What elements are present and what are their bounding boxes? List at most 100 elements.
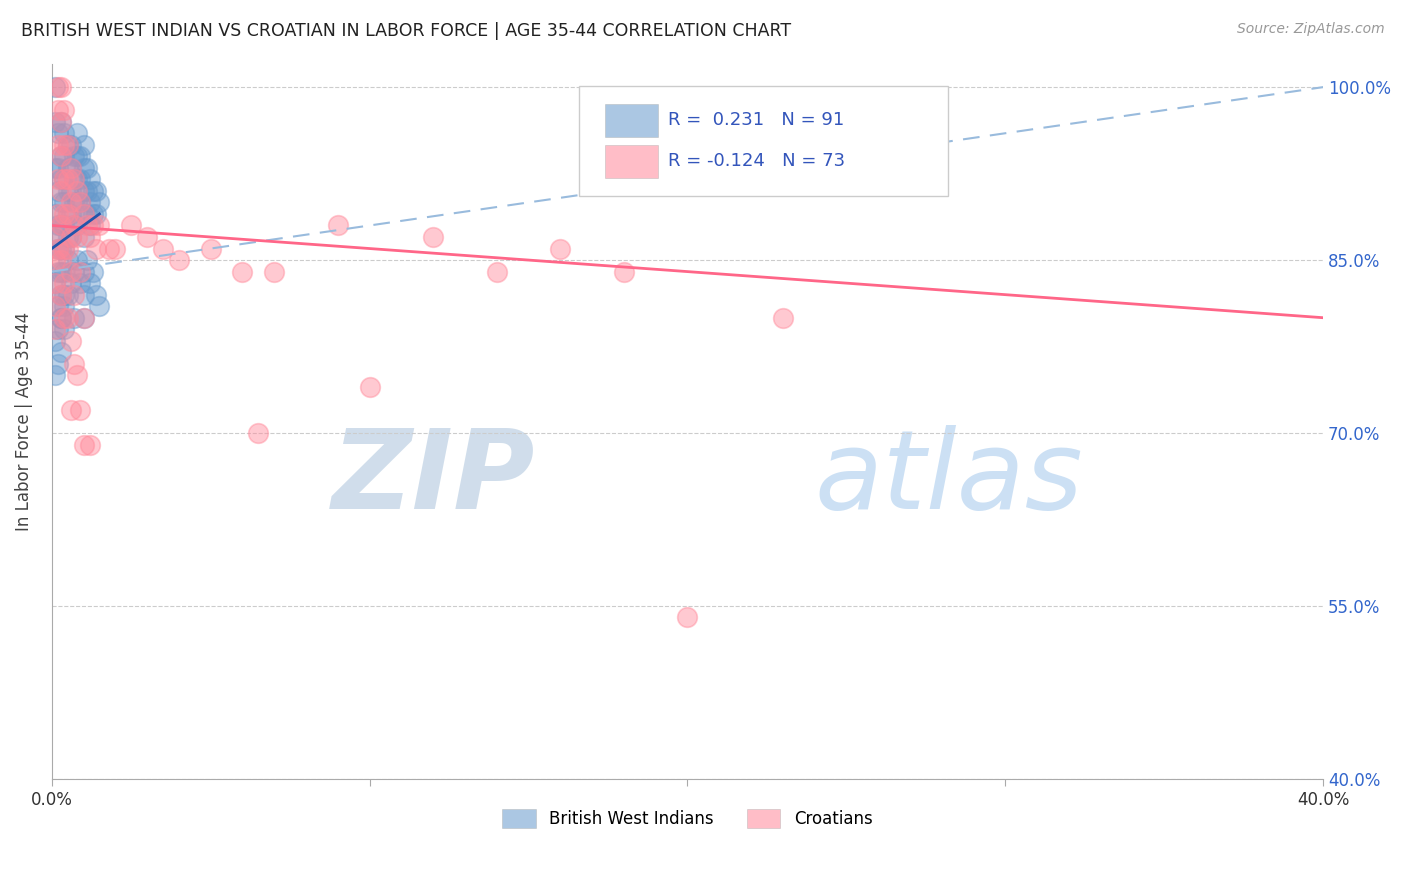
Point xyxy=(63,264,86,278)
Point xyxy=(63,287,86,301)
Point xyxy=(136,230,159,244)
Point xyxy=(56,184,79,198)
Point xyxy=(51,310,73,325)
Point xyxy=(46,103,69,118)
Point xyxy=(46,242,69,256)
Point xyxy=(51,253,73,268)
Point xyxy=(72,137,94,152)
Point xyxy=(772,310,794,325)
Point xyxy=(56,310,79,325)
FancyBboxPatch shape xyxy=(605,104,658,137)
Point xyxy=(263,264,285,278)
Point xyxy=(51,219,73,233)
Point xyxy=(82,264,104,278)
Point xyxy=(46,126,69,140)
Point xyxy=(69,149,91,163)
Point xyxy=(97,242,120,256)
Point xyxy=(69,195,91,210)
Text: Source: ZipAtlas.com: Source: ZipAtlas.com xyxy=(1237,22,1385,37)
Point xyxy=(72,161,94,175)
Point xyxy=(53,299,76,313)
Point xyxy=(53,149,76,163)
Point xyxy=(120,219,142,233)
Point xyxy=(152,242,174,256)
Point xyxy=(69,195,91,210)
Point xyxy=(63,172,86,186)
Point xyxy=(72,207,94,221)
Point xyxy=(53,172,76,186)
Legend: British West Indians, Croatians: British West Indians, Croatians xyxy=(496,802,879,835)
Point xyxy=(51,287,73,301)
Point xyxy=(53,264,76,278)
Point xyxy=(72,287,94,301)
Point xyxy=(550,242,572,256)
Point xyxy=(44,322,66,336)
Point xyxy=(59,276,82,290)
Point xyxy=(59,207,82,221)
Point xyxy=(72,310,94,325)
Point xyxy=(51,195,73,210)
Point xyxy=(53,242,76,256)
Point xyxy=(63,357,86,371)
Point xyxy=(44,276,66,290)
Point xyxy=(46,80,69,95)
Point xyxy=(326,219,349,233)
Point xyxy=(44,368,66,383)
Point xyxy=(76,161,98,175)
Point xyxy=(63,172,86,186)
Point xyxy=(44,161,66,175)
Point xyxy=(69,276,91,290)
Point xyxy=(72,230,94,244)
Point xyxy=(46,137,69,152)
Point xyxy=(359,380,381,394)
Text: ZIP: ZIP xyxy=(332,425,534,533)
Point xyxy=(53,310,76,325)
Point xyxy=(44,207,66,221)
Point xyxy=(63,219,86,233)
Point xyxy=(89,299,111,313)
Point xyxy=(79,437,101,451)
Point xyxy=(59,161,82,175)
Point xyxy=(676,610,699,624)
Point xyxy=(44,114,66,128)
Point xyxy=(53,103,76,118)
Point xyxy=(56,242,79,256)
Point xyxy=(59,195,82,210)
Point xyxy=(613,264,636,278)
Point xyxy=(46,357,69,371)
Point xyxy=(51,242,73,256)
Y-axis label: In Labor Force | Age 35-44: In Labor Force | Age 35-44 xyxy=(15,312,32,531)
Point xyxy=(66,149,89,163)
Point xyxy=(59,137,82,152)
Point xyxy=(66,126,89,140)
Point xyxy=(72,310,94,325)
Text: R = -0.124   N = 73: R = -0.124 N = 73 xyxy=(668,152,845,169)
Point xyxy=(56,161,79,175)
Point xyxy=(56,287,79,301)
Point xyxy=(69,264,91,278)
Point xyxy=(66,184,89,198)
Point xyxy=(44,230,66,244)
Point xyxy=(84,184,107,198)
Point xyxy=(51,310,73,325)
Point xyxy=(51,184,73,198)
Point xyxy=(59,184,82,198)
Point xyxy=(51,80,73,95)
Point xyxy=(84,242,107,256)
Point xyxy=(44,276,66,290)
Point xyxy=(44,334,66,348)
Point xyxy=(42,230,65,244)
Point xyxy=(72,264,94,278)
Point xyxy=(53,242,76,256)
Point xyxy=(56,253,79,268)
Point xyxy=(51,114,73,128)
Point xyxy=(53,172,76,186)
Point xyxy=(66,219,89,233)
Point xyxy=(422,230,444,244)
Point xyxy=(46,242,69,256)
Point xyxy=(66,195,89,210)
Point xyxy=(84,207,107,221)
Point xyxy=(231,264,253,278)
Point xyxy=(46,264,69,278)
Point xyxy=(485,264,508,278)
